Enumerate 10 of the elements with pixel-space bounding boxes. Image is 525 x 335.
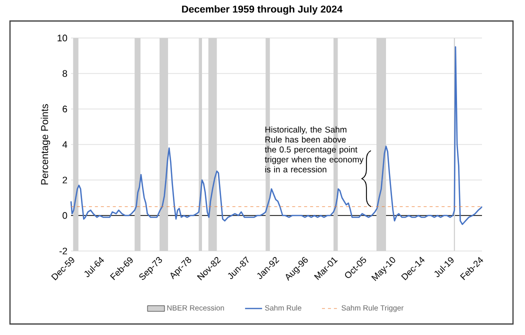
y-tick-label: 2 [62,176,68,184]
y-tick-label: -2 [59,248,68,254]
y-tick-label: 0 [62,212,68,219]
y-tick-label: 10 [58,34,68,42]
y-tick-label: 4 [62,141,68,148]
chart-title: December 1959 through July 2024 [182,5,342,15]
y-axis-title: Percentage Points [40,104,50,184]
annotation: Historically, the Sahm Rule has been above the 0.5 percentage point trigger when the economy is in a recession [264,126,364,172]
y-tick-label: 6 [62,106,68,112]
y-tick-label: 8 [62,70,68,77]
